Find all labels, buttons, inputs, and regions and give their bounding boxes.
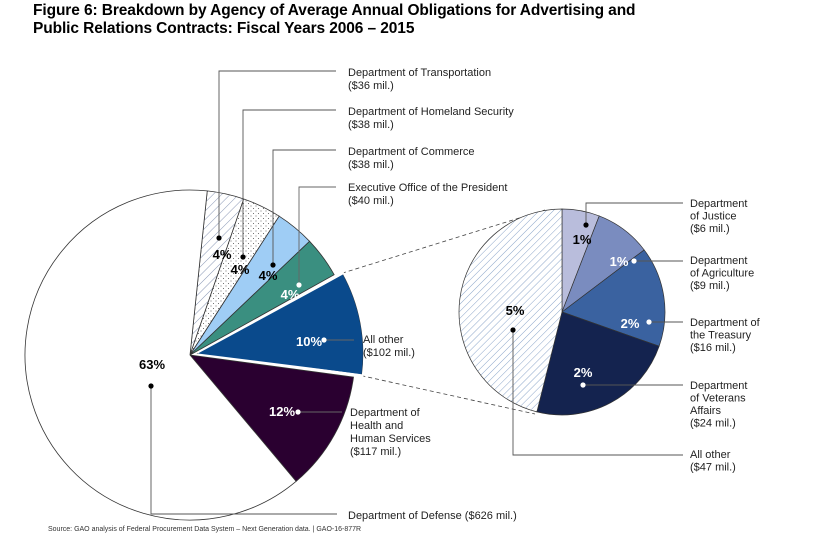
category-label-department-of-transportation-0: Department of Transportation: [348, 67, 491, 79]
category-label-detail-department-of-the-treasury-0: Department of: [690, 317, 761, 329]
chart-title: Figure 6: Breakdown by Agency of Average…: [33, 2, 793, 38]
title-line-1: Figure 6: Breakdown by Agency of Average…: [33, 2, 636, 19]
marker-dot-detail-all-other: [510, 327, 516, 333]
percent-label-detail-department-of-justice: 1%: [573, 232, 592, 247]
percent-label-detail-department-of-the-treasury: 2%: [621, 316, 640, 331]
slice-department-of-defense: [24, 189, 297, 521]
leader-department-of-homeland-security: [242, 109, 336, 257]
leader-detail-department-of-justice: [585, 202, 683, 225]
category-label-detail-department-of-agriculture-2: ($9 mil.): [690, 280, 730, 292]
leader-detail-all-other: [512, 330, 683, 456]
marker-dot-detail-department-of-veterans-affairs: [580, 382, 586, 388]
category-label-detail-department-of-justice-2: ($6 mil.): [690, 223, 730, 235]
marker-dot-department-of-transportation: [216, 235, 222, 241]
category-label-detail-department-of-the-treasury-2: ($16 mil.): [690, 342, 736, 354]
marker-dot-all-other: [321, 337, 327, 343]
slice-department-of-the-treasury: [561, 249, 666, 347]
percent-label-department-of-health-and-human-services: 12%: [269, 404, 295, 419]
category-label-department-of-commerce-0: Department of Commerce: [348, 146, 475, 158]
marker-dot-department-of-commerce: [270, 262, 276, 268]
category-label-detail-all-other-1: ($47 mil.): [690, 462, 736, 474]
percent-label-department-of-homeland-security: 4%: [231, 262, 250, 277]
category-label-all-other-0: All other: [363, 334, 404, 346]
category-label-detail-department-of-veterans-affairs-2: Affairs: [690, 405, 721, 417]
category-label-department-of-transportation-1: ($36 mil.): [348, 80, 394, 92]
slice-department-of-health-and-human-services: [189, 354, 354, 482]
marker-dot-department-of-homeland-security: [240, 254, 246, 260]
percent-label-detail-department-of-agriculture: 1%: [610, 254, 629, 269]
category-label-department-of-homeland-security-1: ($38 mil.): [348, 119, 394, 131]
category-label-detail-all-other-0: All other: [690, 449, 731, 461]
category-label-department-of-defense-0: Department of Defense ($626 mil.): [348, 510, 517, 522]
slice-all-other-face: [197, 274, 363, 374]
category-label-detail-department-of-veterans-affairs-1: of Veterans: [690, 393, 746, 405]
leader-department-of-commerce: [272, 149, 336, 265]
connector-top: [341, 209, 546, 274]
category-label-department-of-health-and-human-services-3: ($117 mil.): [350, 446, 401, 458]
marker-dot-department-of-defense: [148, 383, 154, 389]
percent-label-executive-office-of-the-president: 4%: [281, 287, 300, 302]
detail-pie: [458, 208, 666, 416]
slice-department-of-veterans-affairs: [536, 311, 660, 416]
percent-label-detail-all-other: 5%: [506, 303, 525, 318]
category-label-detail-department-of-justice-0: Department: [690, 198, 747, 210]
leader-department-of-defense: [150, 386, 337, 515]
category-label-department-of-homeland-security-0: Department of Homeland Security: [348, 106, 514, 118]
category-label-detail-department-of-justice-1: of Justice: [690, 211, 736, 223]
marker-dot-executive-office-of-the-president: [296, 282, 302, 288]
connector-lines: [341, 209, 546, 415]
source-note: Source: GAO analysis of Federal Procurem…: [48, 526, 362, 533]
slice-all-other: [458, 208, 563, 413]
category-label-department-of-health-and-human-services-0: Department of: [350, 407, 421, 419]
slice-labels: 4% Department of Transportation($36 mil.)…: [139, 67, 761, 522]
category-label-detail-department-of-agriculture-1: of Agriculture: [690, 268, 754, 280]
explode-gap: [197, 270, 345, 355]
connector-bottom: [361, 375, 536, 415]
leader-department-of-transportation: [218, 70, 336, 238]
leader-lines: [150, 70, 683, 515]
percent-label-department-of-commerce: 4%: [259, 268, 278, 283]
category-label-all-other-1: ($102 mil.): [363, 347, 415, 359]
percent-label-department-of-defense: 63%: [139, 357, 165, 372]
main-pie: [24, 189, 364, 521]
marker-dot-department-of-health-and-human-services: [295, 409, 301, 415]
category-label-executive-office-of-the-president-1: ($40 mil.): [348, 195, 394, 207]
percent-label-detail-department-of-veterans-affairs: 2%: [574, 365, 593, 380]
category-label-detail-department-of-agriculture-0: Department: [690, 255, 747, 267]
category-label-department-of-health-and-human-services-2: Human Services: [350, 433, 431, 445]
title-line-2: Public Relations Contracts: Fiscal Years…: [33, 20, 415, 37]
category-label-executive-office-of-the-president-0: Executive Office of the President: [348, 182, 507, 194]
percent-label-all-other: 10%: [296, 334, 322, 349]
slice-executive-office-of-the-president: [189, 240, 335, 356]
category-label-detail-department-of-veterans-affairs-3: ($24 mil.): [690, 418, 736, 430]
marker-dot-detail-department-of-justice: [583, 222, 589, 228]
percent-label-department-of-transportation: 4%: [213, 247, 232, 262]
category-label-detail-department-of-veterans-affairs-0: Department: [690, 380, 747, 392]
category-label-department-of-commerce-1: ($38 mil.): [348, 159, 394, 171]
leader-executive-office-of-the-president: [298, 186, 336, 285]
marker-dot-detail-department-of-agriculture: [631, 258, 637, 264]
category-label-detail-department-of-the-treasury-1: the Treasury: [690, 330, 752, 342]
category-label-department-of-health-and-human-services-1: Health and: [350, 420, 403, 432]
explode-gap: [197, 352, 364, 378]
marker-dot-detail-department-of-the-treasury: [646, 319, 652, 325]
